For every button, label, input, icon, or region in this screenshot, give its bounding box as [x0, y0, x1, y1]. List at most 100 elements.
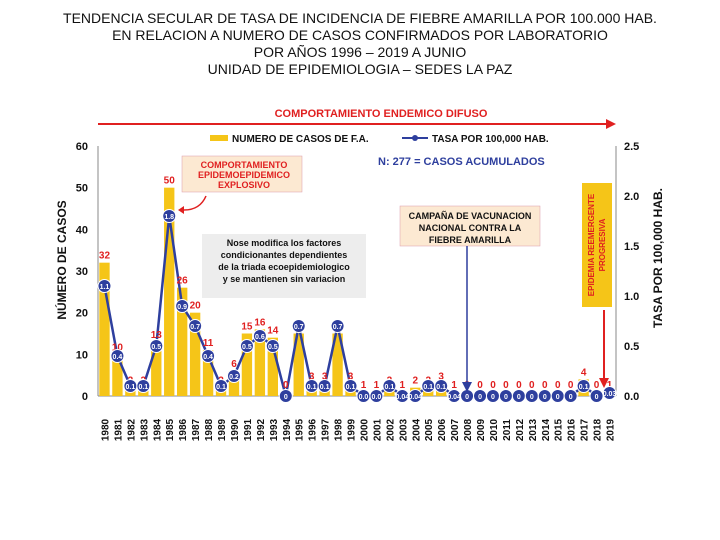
rate-value-label: 0.1: [216, 384, 226, 391]
reemergent-arrow-head: [599, 378, 609, 388]
y2-tick-label: 1.5: [624, 241, 639, 253]
bar-value-label: 3: [438, 372, 444, 383]
bar: [99, 262, 110, 396]
rate-value-label: 0: [569, 394, 573, 401]
x-tick-label: 1987: [191, 418, 202, 441]
y2-tick-label: 1.0: [624, 291, 639, 303]
rate-point: [239, 339, 254, 353]
x-tick-label: 2009: [476, 418, 487, 441]
x-tick-label: 1994: [282, 418, 293, 441]
bar: [293, 333, 304, 396]
bar-value-label: 0: [568, 380, 574, 391]
x-tick-label: 2004: [411, 418, 422, 441]
x-tick-label: 1998: [334, 418, 345, 441]
rate-value-label: 0.5: [268, 344, 278, 351]
banner-arrow-head: [606, 119, 616, 129]
y-tick-label: 30: [76, 266, 88, 278]
y-tick-label: 40: [76, 224, 88, 236]
y-axis-label: NÚMERO DE CASOS: [54, 200, 69, 319]
rate-value-label: 0.1: [385, 384, 395, 391]
campaign-note-line: NACIONAL CONTRA LA: [419, 223, 522, 233]
bar-value-label: 14: [267, 326, 279, 337]
x-tick-label: 2008: [463, 418, 474, 441]
rate-value-label: 0: [595, 394, 599, 401]
bar-value-label: 6: [231, 359, 237, 370]
rate-value-label: 0: [556, 394, 560, 401]
bar-value-label: 1: [607, 380, 613, 391]
bar: [202, 350, 214, 396]
rate-value-label: 0: [284, 394, 288, 401]
x-tick-label: 2012: [515, 418, 526, 441]
rate-point: [602, 386, 617, 400]
y2-tick-label: 0.0: [624, 391, 639, 403]
x-tick-label: 1982: [126, 418, 137, 441]
bar-value-label: 10: [112, 342, 124, 353]
y-tick-label: 0: [82, 391, 88, 403]
title-line-2: EN RELACION A NUMERO DE CASOS CONFIRMADO…: [112, 27, 608, 43]
bar-value-label: 0: [516, 380, 522, 391]
bar-value-label: 1: [374, 380, 380, 391]
rate-value-label: 0.5: [151, 344, 161, 351]
bar-value-label: 0: [594, 380, 600, 391]
y2-tick-label: 2.0: [624, 191, 639, 203]
rate-point: [201, 349, 216, 363]
rate-point: [278, 389, 293, 403]
rate-value-label: 0.1: [307, 384, 317, 391]
factors-note-box: [202, 234, 366, 298]
rate-value-label: 0.1: [423, 384, 433, 391]
rate-value-label: 0.1: [320, 384, 330, 391]
x-tick-label: 2018: [593, 418, 604, 441]
x-tick-label: 2002: [385, 418, 396, 441]
x-tick-label: 1999: [347, 418, 358, 441]
bar-value-label: 20: [190, 301, 202, 312]
rate-point: [343, 379, 358, 393]
explosive-note-line: EXPLOSIVO: [218, 180, 270, 190]
rate-value-label: 0.1: [436, 384, 446, 391]
explosive-note-arrow-head: [178, 206, 184, 214]
rate-point: [369, 389, 384, 403]
bar-value-label: 1: [400, 380, 406, 391]
rate-value-label: 0.04: [396, 394, 410, 401]
title-line-1: TENDENCIA SECULAR DE TASA DE INCIDENCIA …: [63, 10, 657, 26]
y2-tick-label: 0.5: [624, 341, 639, 353]
bar-value-label: 1: [451, 380, 457, 391]
rate-value-label: 0.1: [579, 384, 589, 391]
reemergent-note-box: [582, 183, 612, 307]
campaign-note-box: [399, 205, 541, 247]
rate-point: [214, 379, 229, 393]
y-tick-label: 50: [76, 183, 88, 195]
rate-value-label: 0.0: [372, 394, 382, 401]
bar-value-label: 3: [322, 372, 328, 383]
rate-point: [110, 349, 125, 363]
y-tick-label: 20: [76, 308, 88, 320]
bar-value-label: 0: [503, 380, 509, 391]
rate-value-label: 0.7: [190, 324, 200, 331]
bar-value-label: 15: [241, 322, 253, 333]
x-tick-label: 2017: [580, 418, 591, 441]
bar-value-label: 50: [164, 176, 176, 187]
title-line-3: POR AÑOS 1996 – 2019 A JUNIO: [253, 44, 467, 60]
rate-value-label: 0.4: [203, 354, 213, 361]
reemergent-note-line: EPIDEMIA REEMERGENTE: [587, 193, 596, 296]
title-line-4: UNIDAD DE EPIDEMIOLOGIA – SEDES LA PAZ: [207, 61, 513, 77]
x-tick-label: 2006: [437, 418, 448, 441]
factors-note-line: condicionantes dependientes: [221, 250, 348, 260]
rate-point: [291, 319, 306, 333]
rate-value-label: 0.0: [359, 394, 369, 401]
bar-value-label: 11: [203, 338, 214, 349]
rate-value-label: 0: [491, 394, 495, 401]
bar-value-label: 3: [309, 372, 315, 383]
y2-axis-label: TASA POR 100,000 HAB.: [651, 188, 665, 328]
rate-value-label: 0: [478, 394, 482, 401]
rate-value-label: 0: [465, 394, 469, 401]
rate-point: [576, 379, 591, 393]
rate-value-label: 0.7: [294, 324, 304, 331]
bar-value-label: 0: [555, 380, 561, 391]
rate-point: [563, 389, 578, 403]
rate-value-label: 0.03: [603, 391, 617, 398]
bar: [164, 187, 175, 396]
x-tick-label: 2001: [372, 418, 383, 441]
banner-label: COMPORTAMIENTO ENDEMICO DIFUSO: [275, 108, 488, 120]
rate-point: [162, 209, 177, 223]
campaign-arrow-head: [462, 382, 472, 392]
